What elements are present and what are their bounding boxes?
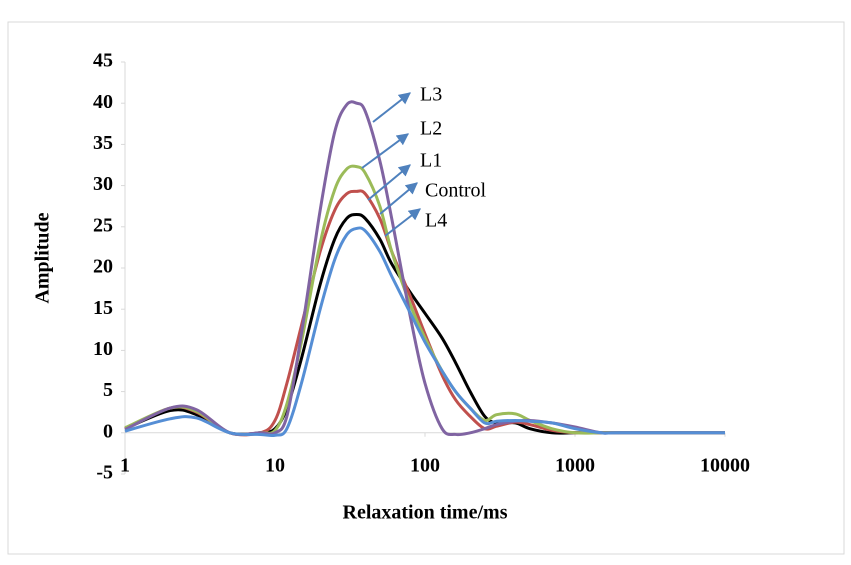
y-tick-label: 25 [93, 214, 113, 236]
y-tick-label: 40 [93, 91, 113, 113]
x-tick-label: 1 [120, 455, 130, 477]
annotation-arrow [372, 92, 411, 123]
y-tick-label: 30 [93, 173, 113, 195]
chart-frame [7, 21, 845, 555]
y-tick-label: 45 [93, 50, 113, 72]
annotation-label: Control [425, 180, 487, 202]
x-tick-label: 1000 [555, 455, 595, 477]
y-tick-label: 10 [93, 338, 113, 360]
y-axis-title: Amplitude [32, 212, 54, 303]
x-tick-label: 10 [265, 455, 285, 477]
x-tick-label: 100 [410, 455, 440, 477]
x-tick-label: 10000 [700, 455, 750, 477]
annotation-label: L2 [420, 118, 442, 140]
annotation-arrow [379, 182, 418, 215]
x-axis-title: Relaxation time/ms [343, 502, 508, 524]
annotation-arrow [367, 164, 411, 201]
y-tick-label: -5 [96, 462, 113, 484]
annotation-arrow [384, 208, 421, 237]
annotation-label: L1 [420, 150, 442, 172]
series-line [124, 212, 725, 436]
annotation-label: L3 [420, 84, 442, 106]
y-tick-label: 20 [93, 256, 113, 278]
series-line [124, 226, 725, 438]
y-tick-label: 5 [103, 379, 113, 401]
y-tick-label: 35 [93, 132, 113, 154]
annotation-label: L4 [425, 210, 447, 232]
annotation-arrow [361, 133, 409, 169]
y-tick-label: 0 [103, 420, 113, 442]
y-tick-label: 15 [93, 297, 113, 319]
